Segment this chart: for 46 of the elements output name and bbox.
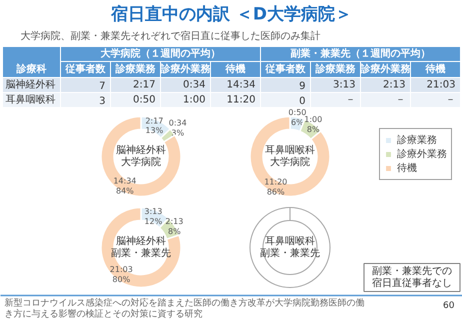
text: 副業・兼業先での宿日直従事者なし	[372, 264, 452, 290]
legend-label: 診療外業務	[397, 148, 447, 161]
category-label: 診療科	[16, 63, 46, 75]
text: 0	[299, 96, 306, 107]
text: 9	[299, 81, 306, 92]
data-label: 2:17 13%	[145, 116, 164, 136]
text: 7	[99, 81, 106, 92]
text: 副業・兼業先（１週間の平均）	[290, 48, 430, 60]
text: 耳鼻咽喉科大学病院	[265, 144, 315, 168]
category-label: 従事者数	[264, 63, 306, 75]
text: 脳神経外科大学病院	[116, 144, 166, 168]
text: 3	[99, 96, 106, 107]
legend-label: 待機	[397, 162, 417, 175]
text: 耳鼻咽喉科副業・兼業先	[260, 234, 320, 260]
text: 新型コロナウイルス感染症への対応を踏まえた医師の働き方改革が大学病院勤務医師の働き方に与える影響の検証とその対策に資する研究	[4, 298, 364, 320]
text: 3:13	[333, 80, 356, 90]
text: 0:50	[133, 94, 156, 106]
data-label: 21:03 80%	[110, 265, 133, 284]
text: 大学病院、副業・兼業先それぞれで宿日直に従事した医師のみ集計	[20, 30, 320, 42]
legend-label: 診療業務	[397, 134, 437, 147]
text: 14:34	[226, 80, 256, 90]
text: 1:00	[183, 94, 206, 106]
text: 宿日直中の内訳 ＜D大学病院＞	[110, 4, 352, 24]
category-label: 診療業務	[114, 63, 156, 75]
text: 脳神経外科副業・兼業先	[111, 234, 171, 260]
text: －	[396, 94, 406, 106]
data-label: 11:20 86%	[264, 177, 288, 196]
category-label: 従事者数	[64, 63, 106, 75]
text: 2:13	[383, 80, 406, 90]
category-label: 待機	[424, 63, 446, 75]
text: 21:03	[426, 80, 456, 90]
category-label: 診療業務	[314, 63, 356, 75]
category-label: 耳鼻咽喉科	[6, 94, 56, 106]
data-label: 3:13 12%	[144, 206, 163, 226]
text: 0:34	[183, 80, 206, 90]
text: －	[346, 94, 356, 106]
text: 60	[443, 301, 455, 311]
category-label: 脳神経外科	[6, 80, 56, 90]
text: 11:20	[226, 94, 256, 106]
data-label: 2:13 8%	[165, 216, 184, 236]
text: 2:17	[133, 80, 156, 90]
text: －	[446, 94, 456, 106]
category-label: 待機	[224, 63, 246, 75]
data-label: 14:34 84%	[113, 176, 136, 196]
data-label: 1:00 8%	[304, 115, 322, 134]
text: 大学病院（１週間の平均）	[100, 48, 220, 60]
